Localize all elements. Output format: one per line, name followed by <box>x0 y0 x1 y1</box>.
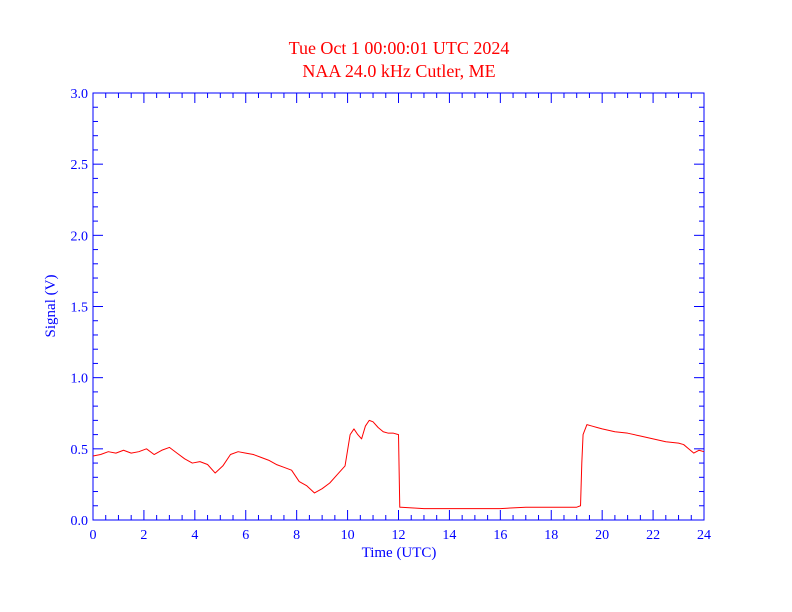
x-tick-label: 0 <box>90 528 97 543</box>
x-axis-label: Time (UTC) <box>362 545 437 561</box>
y-tick-label: 0.0 <box>71 514 89 529</box>
x-tick-label: 20 <box>595 528 609 543</box>
axis-ticks: 0 2 4 6 8 10 12 14 16 18 20 22 240.00.51.01.52.02.53… <box>71 87 712 543</box>
y-tick-label: 1.5 <box>71 301 89 316</box>
y-tick-label: 2.5 <box>71 158 89 173</box>
chart-title: Tue Oct 1 00:00:01 UTC 2024 <box>289 38 510 58</box>
x-tick-label: 12 <box>392 528 406 543</box>
x-tick-label: 18 <box>544 528 558 543</box>
y-tick-label: 0.5 <box>71 443 89 458</box>
x-tick-label: 8 <box>293 528 300 543</box>
x-tick-label: 4 <box>191 528 198 543</box>
y-axis-label: Signal (V) <box>43 275 59 338</box>
x-tick-label: 6 <box>242 528 249 543</box>
chart-subtitle: NAA 24.0 kHz Cutler, ME <box>302 61 495 81</box>
x-tick-label: 2 <box>140 528 147 543</box>
series-group <box>92 419 705 510</box>
x-tick-label: 22 <box>646 528 660 543</box>
x-tick-label: 24 <box>697 528 711 543</box>
x-tick-label: 16 <box>493 528 507 543</box>
y-tick-label: 2.0 <box>71 229 89 244</box>
series-line-0 <box>92 419 705 510</box>
y-tick-label: 1.0 <box>71 372 89 387</box>
x-tick-label: 14 <box>442 528 456 543</box>
x-tick-label: 10 <box>341 528 355 543</box>
y-tick-label: 3.0 <box>71 87 89 102</box>
